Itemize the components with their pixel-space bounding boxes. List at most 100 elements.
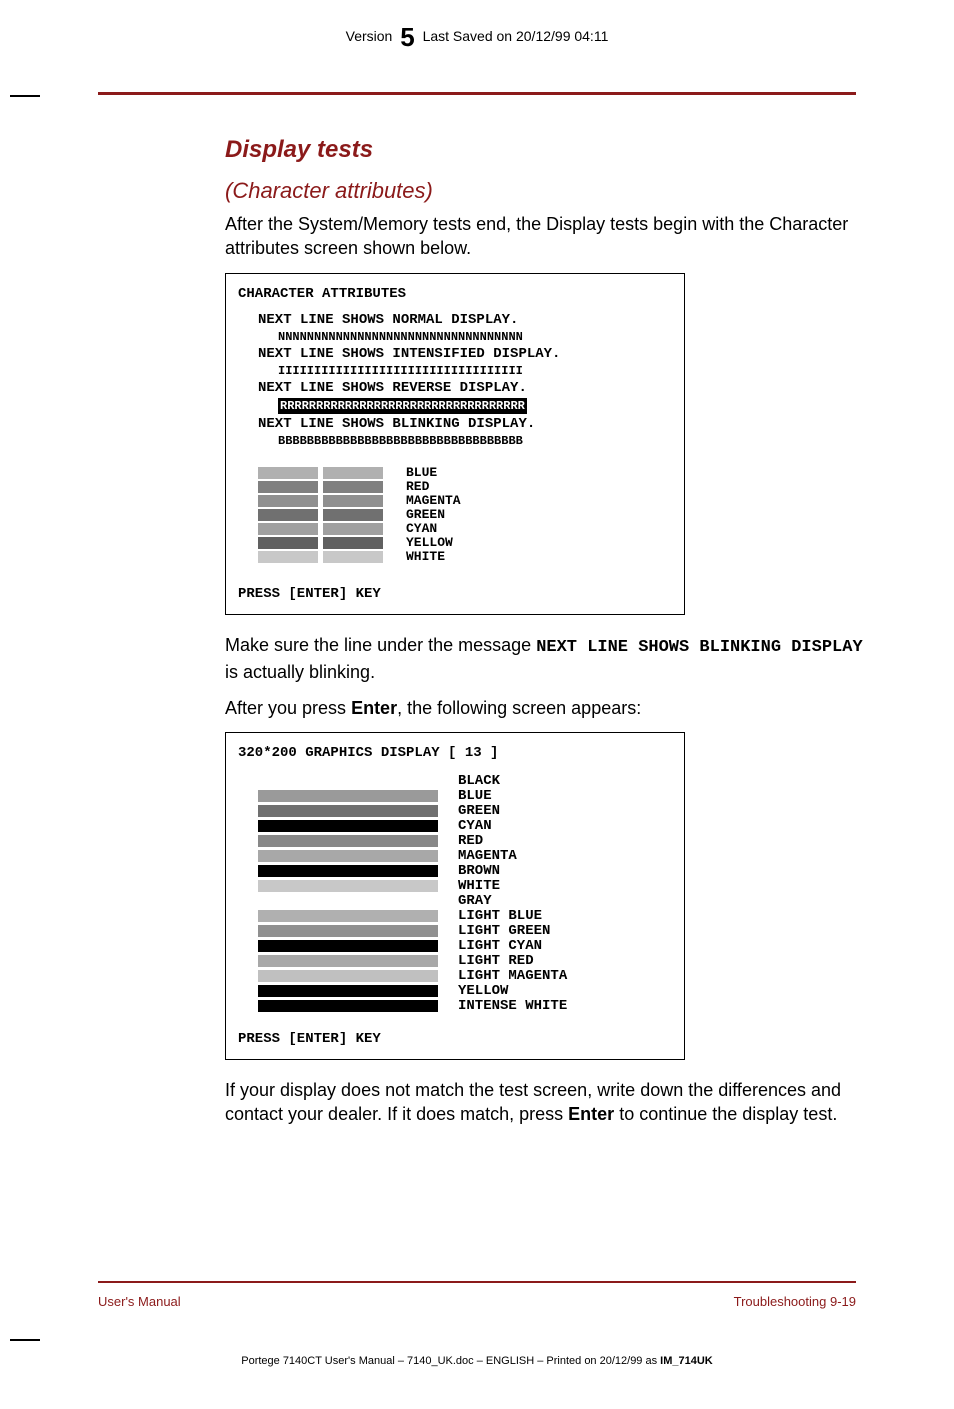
color-bar xyxy=(258,820,438,832)
color-bar xyxy=(258,1000,438,1012)
color-label: WHITE xyxy=(406,549,445,564)
screen1-color-row: GREEN xyxy=(238,508,672,522)
color-bar xyxy=(258,835,438,847)
bottom-bold: IM_714UK xyxy=(660,1355,713,1367)
crop-tick-bottom xyxy=(10,1339,40,1341)
color-strip xyxy=(323,467,383,479)
bottom-pre: Portege 7140CT User's Manual – 7140_UK.d… xyxy=(241,1355,660,1367)
after-enter-pre: After you press xyxy=(225,698,351,718)
screen2-color-row: MAGENTA xyxy=(238,848,672,863)
blinking-post: is actually blinking. xyxy=(225,662,375,682)
color-label: MAGENTA xyxy=(406,493,461,508)
screen1-b-row: BBBBBBBBBBBBBBBBBBBBBBBBBBBBBBBBBB xyxy=(238,434,672,448)
color-bar xyxy=(258,925,438,937)
top-rule xyxy=(98,92,856,95)
version-number: 5 xyxy=(396,22,418,52)
graphics-display-screen: 320*200 GRAPHICS DISPLAY [ 13 ] BLACKBLU… xyxy=(225,732,685,1060)
color-label: LIGHT GREEN xyxy=(458,923,550,939)
after-enter-post: , the following screen appears: xyxy=(397,698,641,718)
color-label: BLUE xyxy=(406,465,437,480)
color-strip xyxy=(258,523,318,535)
color-strip xyxy=(258,481,318,493)
color-strip xyxy=(323,509,383,521)
bottom-note: Portege 7140CT User's Manual – 7140_UK.d… xyxy=(0,1355,954,1367)
blinking-note: Make sure the line under the message NEX… xyxy=(225,633,865,684)
screen1-color-row: YELLOW xyxy=(238,536,672,550)
color-strip xyxy=(323,537,383,549)
blinking-mono: NEXT LINE SHOWS BLINKING DISPLAY xyxy=(536,638,862,657)
screen1-color-row: MAGENTA xyxy=(238,494,672,508)
color-bar xyxy=(258,880,438,892)
color-bar xyxy=(258,805,438,817)
color-label: RED xyxy=(406,479,429,494)
color-strip xyxy=(258,509,318,521)
color-bar xyxy=(258,970,438,982)
color-strip xyxy=(323,481,383,493)
color-label: GRAY xyxy=(458,893,492,909)
screen2-color-row: GREEN xyxy=(238,803,672,818)
screen1-line-normal: NEXT LINE SHOWS NORMAL DISPLAY. xyxy=(238,312,672,328)
color-label: MAGENTA xyxy=(458,848,517,864)
screen2-color-row: GRAY xyxy=(238,893,672,908)
screen1-title: CHARACTER ATTRIBUTES xyxy=(238,286,672,302)
color-strip xyxy=(258,467,318,479)
screen2-color-row: LIGHT BLUE xyxy=(238,908,672,923)
section-subtitle: (Character attributes) xyxy=(225,178,865,204)
color-label: GREEN xyxy=(406,507,445,522)
section-title: Display tests xyxy=(225,136,865,164)
screen1-line-blinking: NEXT LINE SHOWS BLINKING DISPLAY. xyxy=(238,416,672,432)
color-label: BROWN xyxy=(458,863,500,879)
color-label: LIGHT BLUE xyxy=(458,908,542,924)
screen1-color-row: CYAN xyxy=(238,522,672,536)
after-enter-note: After you press Enter, the following scr… xyxy=(225,696,865,720)
screen1-r-row: RRRRRRRRRRRRRRRRRRRRRRRRRRRRRRRRRR xyxy=(238,398,672,414)
screen1-color-row: RED xyxy=(238,480,672,494)
color-strip xyxy=(323,495,383,507)
footer-right: Troubleshooting 9-19 xyxy=(734,1294,856,1309)
screen1-color-row: BLUE xyxy=(238,466,672,480)
content-area: Display tests (Character attributes) Aft… xyxy=(225,136,865,1139)
page-header: Version 5 Last Saved on 20/12/99 04:11 xyxy=(0,0,954,53)
color-label: BLUE xyxy=(458,788,492,804)
blinking-pre: Make sure the line under the message xyxy=(225,635,536,655)
screen2-color-row: LIGHT MAGENTA xyxy=(238,968,672,983)
intro-paragraph: After the System/Memory tests end, the D… xyxy=(225,212,865,261)
color-label: RED xyxy=(458,833,483,849)
screen2-color-row: YELLOW xyxy=(238,983,672,998)
color-label: LIGHT CYAN xyxy=(458,938,542,954)
closing-post: to continue the display test. xyxy=(614,1104,837,1124)
color-bar xyxy=(258,910,438,922)
screen1-n-row: NNNNNNNNNNNNNNNNNNNNNNNNNNNNNNNNNN xyxy=(238,330,672,344)
enter-key-2: Enter xyxy=(568,1104,614,1124)
screen2-color-row: LIGHT RED xyxy=(238,953,672,968)
screen1-press: PRESS [ENTER] KEY xyxy=(238,586,672,602)
color-label: YELLOW xyxy=(406,535,453,550)
screen2-color-row: BLACK xyxy=(238,773,672,788)
screen2-color-row: BROWN xyxy=(238,863,672,878)
color-bar xyxy=(258,790,438,802)
closing-paragraph: If your display does not match the test … xyxy=(225,1078,865,1127)
enter-key-1: Enter xyxy=(351,698,397,718)
screen1-color-area: BLUEREDMAGENTAGREENCYANYELLOWWHITE xyxy=(238,466,672,564)
color-label: YELLOW xyxy=(458,983,508,999)
screen2-color-row: BLUE xyxy=(238,788,672,803)
screen2-color-row: WHITE xyxy=(238,878,672,893)
screen2-color-row: CYAN xyxy=(238,818,672,833)
screen2-press: PRESS [ENTER] KEY xyxy=(238,1031,672,1047)
color-strip xyxy=(323,523,383,535)
footer-row: User's Manual Troubleshooting 9-19 xyxy=(98,1294,856,1309)
screen1-line-intensified: NEXT LINE SHOWS INTENSIFIED DISPLAY. xyxy=(238,346,672,362)
screen2-color-row: LIGHT CYAN xyxy=(238,938,672,953)
color-bar xyxy=(258,850,438,862)
color-label: WHITE xyxy=(458,878,500,894)
color-label: CYAN xyxy=(406,521,437,536)
color-label: GREEN xyxy=(458,803,500,819)
screen2-color-area: BLACKBLUEGREENCYANREDMAGENTABROWNWHITEGR… xyxy=(238,773,672,1013)
screen2-color-row: RED xyxy=(238,833,672,848)
color-bar xyxy=(258,955,438,967)
color-label: LIGHT RED xyxy=(458,953,534,969)
color-label: BLACK xyxy=(458,773,500,789)
screen2-color-row: INTENSE WHITE xyxy=(238,998,672,1013)
color-label: CYAN xyxy=(458,818,492,834)
color-strip xyxy=(258,495,318,507)
